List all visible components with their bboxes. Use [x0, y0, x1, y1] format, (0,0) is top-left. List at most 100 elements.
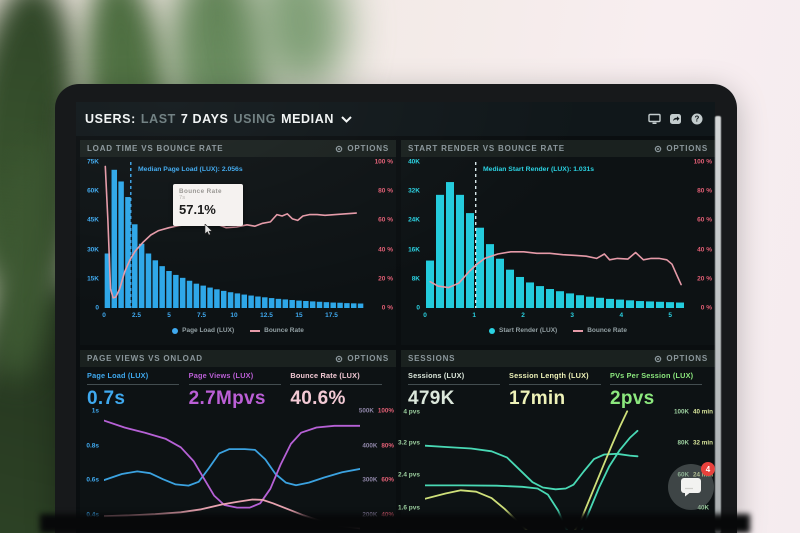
metric-label: PVs Per Session (LUX) [610, 371, 694, 380]
gear-icon [336, 355, 343, 362]
options-button[interactable]: OPTIONS [654, 354, 708, 363]
y-tick: 15K [87, 275, 99, 283]
y-tick: 60 % [697, 216, 712, 224]
legend-bounce-rate[interactable]: Bounce Rate [250, 327, 304, 334]
y-tick: 40K [408, 158, 420, 166]
legend-page-load[interactable]: Page Load (LUX) [172, 327, 234, 334]
y-tick: 0.6s [86, 476, 99, 484]
options-button[interactable]: OPTIONS [335, 144, 389, 153]
dashboard-title-dropdown[interactable]: USERS: LAST 7 DAYS USING MEDIAN [85, 112, 352, 126]
laptop: USERS: LAST 7 DAYS USING MEDIAN [55, 84, 737, 533]
bounce-rate-tooltip: Bounce Rate 7s 57.1% [173, 184, 243, 226]
title-7days: 7 DAYS [180, 112, 229, 126]
y-tick-pair: 300K 60% [362, 476, 394, 484]
y-tick-pair: 80K 32 min [677, 439, 713, 447]
gear-icon [655, 355, 662, 362]
metric-divider [408, 384, 500, 385]
panel-title: SESSIONS [408, 354, 456, 363]
panel-page-views-vs-onload: PAGE VIEWS VS ONLOAD OPTIONS Page Load (… [80, 350, 396, 533]
metric-value: 2pvs [610, 388, 655, 409]
sessions-chart[interactable] [425, 406, 681, 530]
page-views-onload-chart[interactable] [104, 406, 360, 530]
legend-start-render[interactable]: Start Render (LUX) [489, 327, 557, 334]
y-tick: 60 % [378, 216, 393, 224]
y-tick: 4 pvs [403, 408, 420, 416]
y-tick: 24K [408, 216, 420, 224]
metric-page-views: Page Views (LUX) 2.7Mpvs [188, 371, 291, 410]
y-tick: 40 % [697, 246, 712, 254]
laptop-edge-highlight [715, 116, 721, 533]
panel-header: PAGE VIEWS VS ONLOAD OPTIONS [80, 350, 396, 367]
title-median: MEDIAN [281, 112, 334, 126]
chart-legend: Page Load (LUX) Bounce Rate [80, 327, 396, 334]
metric-value: 17min [509, 388, 566, 409]
x-axis: 0 1 2 3 4 5 [423, 312, 685, 322]
legend-bounce-rate[interactable]: Bounce Rate [573, 327, 627, 334]
y-tick: 1s [91, 407, 99, 415]
y-tick: 80 % [378, 187, 393, 195]
y-tick: 0 % [381, 304, 393, 312]
tooltip-value: 57.1% [179, 202, 216, 217]
y-axis-right-percent: 100 % 80 % 60 % 40 % 20 % 0 % [363, 158, 393, 312]
y-tick: 30K [87, 246, 99, 254]
dashboard-topbar: USERS: LAST 7 DAYS USING MEDIAN [76, 102, 715, 136]
panel-header: SESSIONS OPTIONS [401, 350, 715, 367]
y-tick: 45K [87, 216, 99, 224]
x-tick: 0 [102, 312, 106, 319]
y-axis-left-pvs: 4 pvs 3.2 pvs 2.4 pvs 1.6 pvs [397, 406, 422, 530]
x-tick: 7.5 [196, 312, 207, 319]
y-tick-pair: 400K 80% [362, 442, 394, 450]
y-tick: 40 % [378, 246, 393, 254]
y-tick: 1.6 pvs [397, 504, 420, 512]
x-tick: 0 [423, 312, 427, 319]
monitor-icon[interactable] [648, 113, 661, 125]
y-tick: 100 % [693, 158, 712, 166]
y-tick-pair: 60K 24 min [677, 471, 713, 479]
metric-row: Page Load (LUX) 0.7s Page Views (LUX) 2.… [87, 371, 392, 410]
share-icon[interactable] [669, 113, 682, 125]
y-axis-left-seconds: 1s 0.8s 0.6s 0.4s [80, 406, 101, 530]
metric-session-length: Session Length (LUX) 17min [509, 371, 610, 410]
legend-label: Bounce Rate [587, 327, 627, 334]
metric-divider [610, 384, 702, 385]
metric-page-load: Page Load (LUX) 0.7s [87, 371, 189, 410]
title-last: LAST [140, 112, 176, 126]
chat-widget-button[interactable]: 4 [668, 462, 715, 510]
metric-value: 479K [408, 388, 455, 409]
panel-title: LOAD TIME VS BOUNCE RATE [87, 144, 224, 153]
x-tick: 2 [521, 312, 525, 319]
options-button[interactable]: OPTIONS [335, 354, 389, 363]
y-axis-right-percent: 100 % 80 % 60 % 40 % 20 % 0 % [682, 158, 712, 312]
metric-label: Bounce Rate (LUX) [290, 371, 360, 380]
metric-bounce-rate: Bounce Rate (LUX) 40.6% [290, 371, 392, 410]
options-button[interactable]: OPTIONS [654, 144, 708, 153]
chevron-down-icon[interactable] [341, 115, 352, 123]
y-tick: 0 [95, 304, 99, 312]
x-tick: 10 [230, 312, 238, 319]
legend-label: Start Render (LUX) [499, 327, 558, 334]
y-tick: 100 % [374, 158, 393, 166]
x-tick: 12.5 [260, 312, 273, 319]
metric-divider [188, 384, 281, 385]
options-label: OPTIONS [666, 354, 708, 363]
y-tick: 16K [408, 246, 420, 254]
metric-label: Sessions (LUX) [408, 371, 465, 380]
legend-dot-icon [172, 327, 179, 334]
x-tick: 2.5 [131, 312, 142, 319]
tooltip-label: Bounce Rate [179, 188, 222, 195]
metric-label: Page Views (LUX) [188, 371, 254, 380]
help-icon[interactable]: ? [690, 113, 703, 125]
legend-label: Page Load (LUX) [182, 327, 235, 334]
load-time-chart[interactable] [104, 162, 364, 308]
panel-load-time-vs-bounce-rate: LOAD TIME VS BOUNCE RATE OPTIONS 75K 60K… [80, 140, 396, 345]
median-annotation: Median Page Load (LUX): 2.056s [138, 166, 243, 173]
start-render-chart[interactable] [425, 162, 685, 308]
x-tick: 17.5 [325, 312, 338, 319]
panel-sessions: SESSIONS OPTIONS Sessions (LUX) 479K Ses… [397, 350, 715, 533]
panel-header: START RENDER VS BOUNCE RATE OPTIONS [401, 140, 715, 157]
svg-text:?: ? [694, 115, 699, 124]
y-tick: 3.2 pvs [397, 439, 420, 447]
panel-title: START RENDER VS BOUNCE RATE [408, 144, 565, 153]
